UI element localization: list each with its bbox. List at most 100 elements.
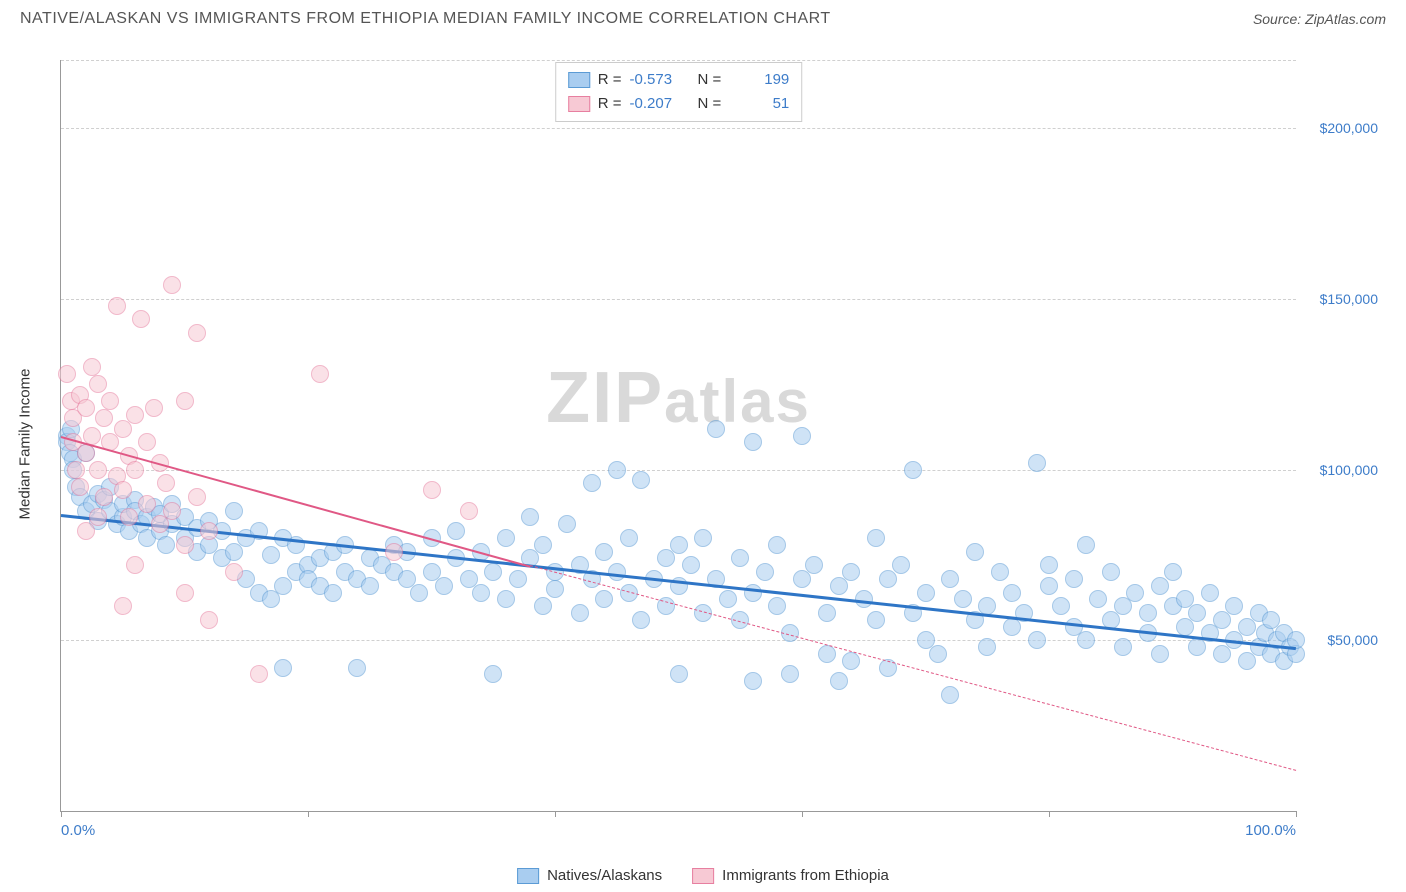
data-point <box>472 584 490 602</box>
data-point <box>138 495 156 513</box>
data-point <box>484 563 502 581</box>
data-point <box>1126 584 1144 602</box>
data-point <box>867 529 885 547</box>
data-point <box>1164 563 1182 581</box>
gridline-h <box>61 60 1296 61</box>
data-point <box>805 556 823 574</box>
data-point <box>744 584 762 602</box>
gridline-h <box>61 470 1296 471</box>
data-point <box>1028 454 1046 472</box>
legend-swatch <box>517 868 539 884</box>
data-point <box>423 481 441 499</box>
data-point <box>991 563 1009 581</box>
data-point <box>842 563 860 581</box>
data-point <box>867 611 885 629</box>
data-point <box>521 508 539 526</box>
x-tick <box>802 811 803 817</box>
data-point <box>1139 604 1157 622</box>
data-point <box>818 604 836 622</box>
x-tick-label: 100.0% <box>1245 822 1296 839</box>
data-point <box>818 645 836 663</box>
n-label: N = <box>698 68 722 92</box>
legend-swatch <box>568 96 590 112</box>
data-point <box>781 665 799 683</box>
data-point <box>1089 590 1107 608</box>
data-point <box>77 399 95 417</box>
data-point <box>311 365 329 383</box>
data-point <box>892 556 910 574</box>
plot-area: ZIPatlas R =-0.573N =199R =-0.207N =51 $… <box>60 60 1296 812</box>
x-tick <box>1296 811 1297 817</box>
data-point <box>361 577 379 595</box>
data-point <box>632 471 650 489</box>
data-point <box>941 686 959 704</box>
data-point <box>497 590 515 608</box>
n-value: 51 <box>729 92 789 116</box>
data-point <box>509 570 527 588</box>
source-label: Source: ZipAtlas.com <box>1253 11 1386 27</box>
data-point <box>608 461 626 479</box>
data-point <box>163 502 181 520</box>
y-tick-label: $200,000 <box>1320 118 1378 138</box>
data-point <box>176 536 194 554</box>
data-point <box>163 276 181 294</box>
y-tick-label: $100,000 <box>1320 460 1378 480</box>
data-point <box>756 563 774 581</box>
data-point <box>157 474 175 492</box>
data-point <box>707 420 725 438</box>
n-value: 199 <box>729 68 789 92</box>
data-point <box>719 590 737 608</box>
data-point <box>67 461 85 479</box>
data-point <box>89 461 107 479</box>
legend-label: Natives/Alaskans <box>547 867 662 884</box>
data-point <box>546 580 564 598</box>
r-value: -0.207 <box>630 92 690 116</box>
data-point <box>225 563 243 581</box>
data-point <box>188 324 206 342</box>
data-point <box>1114 638 1132 656</box>
data-point <box>768 597 786 615</box>
data-point <box>132 310 150 328</box>
data-point <box>200 611 218 629</box>
data-point <box>744 433 762 451</box>
correlation-row: R = -0.573 N = 199 <box>568 68 790 92</box>
data-point <box>126 461 144 479</box>
data-point <box>830 672 848 690</box>
data-point <box>145 399 163 417</box>
data-point <box>95 488 113 506</box>
data-point <box>83 358 101 376</box>
data-point <box>571 604 589 622</box>
data-point <box>558 515 576 533</box>
x-tick <box>308 811 309 817</box>
series-legend: Natives/Alaskans Immigrants from Ethiopia <box>517 867 889 884</box>
data-point <box>250 665 268 683</box>
correlation-legend: R = -0.573 N = 199R =-0.207N =51 <box>555 62 803 122</box>
data-point <box>447 522 465 540</box>
r-label: R = <box>598 68 622 92</box>
legend-swatch <box>692 868 714 884</box>
data-point <box>497 529 515 547</box>
data-point <box>89 508 107 526</box>
data-point <box>793 427 811 445</box>
data-point <box>225 502 243 520</box>
data-point <box>670 536 688 554</box>
data-point <box>120 508 138 526</box>
correlation-row: R =-0.207N =51 <box>568 92 790 116</box>
data-point <box>157 536 175 554</box>
y-axis-title: Median Family Income <box>17 368 34 519</box>
data-point <box>954 590 972 608</box>
data-point <box>694 529 712 547</box>
data-point <box>274 659 292 677</box>
data-point <box>1151 645 1169 663</box>
data-point <box>1188 604 1206 622</box>
data-point <box>58 365 76 383</box>
data-point <box>682 556 700 574</box>
data-point <box>435 577 453 595</box>
legend-label: Immigrants from Ethiopia <box>722 867 889 884</box>
data-point <box>744 672 762 690</box>
data-point <box>262 546 280 564</box>
data-point <box>620 529 638 547</box>
r-value: -0.573 <box>630 68 690 92</box>
data-point <box>966 543 984 561</box>
data-point <box>670 665 688 683</box>
